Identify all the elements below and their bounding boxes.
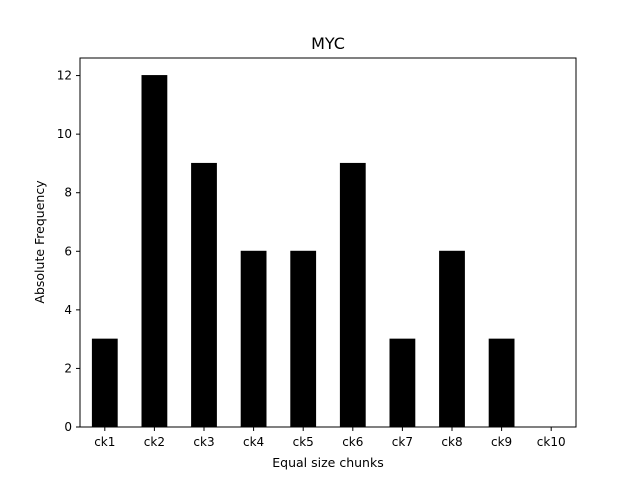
- y-tick-label: 12: [57, 69, 72, 83]
- x-tick-label-ck10: ck10: [537, 435, 566, 449]
- x-tick-label-ck3: ck3: [193, 435, 214, 449]
- y-tick-label: 4: [64, 303, 72, 317]
- y-tick-label: 6: [64, 244, 72, 258]
- x-tick-label-ck9: ck9: [491, 435, 512, 449]
- bar-ck2: [141, 75, 168, 428]
- y-tick-label: 0: [64, 420, 72, 434]
- bar-ck8: [439, 250, 465, 428]
- y-tick-label: 8: [64, 186, 72, 200]
- x-tick-label-ck2: ck2: [144, 435, 165, 449]
- bar-ck1: [91, 338, 118, 428]
- plot-frame: [79, 57, 577, 428]
- bar-ck5: [290, 250, 317, 428]
- bar-ck7: [389, 338, 416, 428]
- y-tick-label: 10: [57, 127, 72, 141]
- y-axis-label: Absolute Frequency: [32, 180, 47, 304]
- y-axis-ticks: 0 2 4 6 8 10 12: [57, 69, 80, 434]
- y-tick-label: 2: [64, 361, 72, 375]
- x-tick-label-ck7: ck7: [392, 435, 413, 449]
- chart-title: MYC: [311, 34, 345, 53]
- x-tick-label-ck5: ck5: [293, 435, 314, 449]
- bars-group: [91, 75, 515, 428]
- bar-ck6: [339, 162, 366, 428]
- x-tick-label-ck1: ck1: [94, 435, 115, 449]
- x-axis-ticks: ck1 ck2 ck3 ck4 ck5 ck6 ck7 ck8 ck9 ck10: [94, 427, 566, 449]
- x-tick-label-ck4: ck4: [243, 435, 264, 449]
- x-tick-label-ck8: ck8: [441, 435, 462, 449]
- bar-ck4: [240, 250, 267, 428]
- bar-ck3: [191, 162, 217, 428]
- x-axis-label: Equal size chunks: [272, 455, 383, 470]
- x-tick-label-ck6: ck6: [342, 435, 363, 449]
- bar-ck9: [488, 338, 515, 428]
